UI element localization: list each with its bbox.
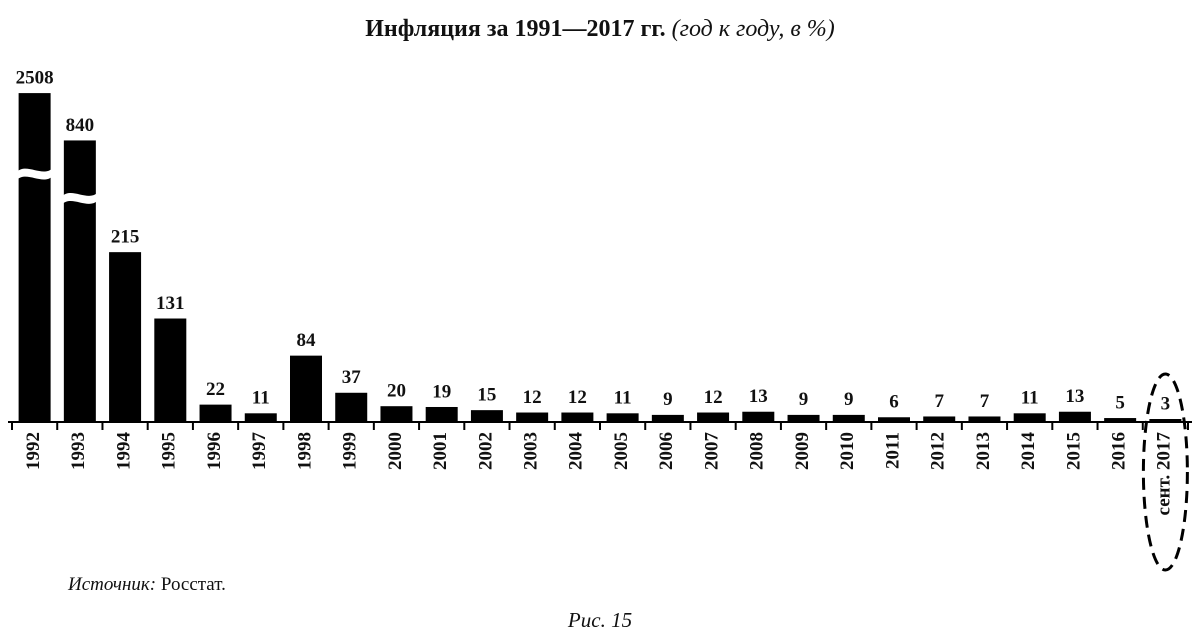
x-tick-label: 1993 — [68, 432, 89, 470]
bar — [470, 410, 503, 422]
value-label: 22 — [206, 379, 225, 400]
value-label: 6 — [889, 392, 899, 413]
bar — [1104, 418, 1137, 422]
bar — [1013, 413, 1046, 422]
x-tick-label: 1998 — [294, 432, 315, 470]
x-tick-label: сент. 2017 — [1154, 432, 1175, 516]
bar — [651, 414, 684, 422]
value-label: 84 — [297, 330, 317, 351]
source: Источник: Росстат. — [67, 574, 226, 595]
x-tick-label: 2001 — [430, 432, 451, 470]
bar — [335, 392, 368, 422]
chart-title: Инфляция за 1991—2017 гг. — [365, 16, 665, 42]
chart-subtitle: (год к году, в %) — [672, 16, 835, 42]
value-label: 15 — [477, 385, 496, 406]
x-tick-label: 2015 — [1063, 432, 1084, 470]
bar — [832, 414, 865, 422]
bar — [380, 406, 413, 422]
bar — [244, 413, 277, 422]
value-label: 9 — [663, 389, 673, 410]
bar — [425, 406, 458, 422]
value-label: 12 — [568, 387, 587, 408]
value-label: 5 — [1115, 392, 1125, 413]
value-label: 7 — [934, 391, 944, 412]
value-label: 7 — [980, 391, 990, 412]
source-label: Источник: — [67, 574, 156, 595]
value-label: 11 — [252, 388, 270, 409]
bar — [561, 412, 594, 422]
x-tick-label: 2004 — [566, 432, 587, 471]
value-label: 215 — [111, 227, 140, 248]
x-tick-label: 1997 — [249, 432, 270, 471]
value-label: 12 — [523, 387, 542, 408]
value-label: 840 — [66, 115, 95, 136]
x-tick-label: 2008 — [747, 432, 768, 470]
bar — [923, 416, 956, 422]
x-tick-label: 1994 — [113, 432, 134, 471]
value-label: 11 — [614, 388, 632, 409]
x-tick-label: 2000 — [385, 432, 406, 470]
chart-heading: Инфляция за 1991—2017 гг. (год к году, в… — [365, 16, 834, 42]
bar — [968, 416, 1001, 422]
x-tick-label: 2006 — [656, 432, 677, 470]
highlight-ellipse — [1141, 372, 1189, 572]
x-tick-label: 1996 — [204, 432, 225, 470]
bar — [199, 404, 232, 422]
x-tick-label: 1992 — [23, 432, 44, 470]
value-label: 11 — [1021, 388, 1039, 409]
bar — [878, 417, 910, 422]
x-tick-label: 2002 — [475, 432, 496, 470]
x-tick-label: 2011 — [882, 432, 903, 469]
value-label: 3 — [1161, 393, 1171, 414]
bar — [1058, 411, 1091, 422]
bar — [697, 412, 730, 422]
value-label: 2508 — [16, 67, 54, 88]
x-tick-label: 1999 — [340, 432, 361, 470]
value-label: 20 — [387, 381, 406, 402]
bar — [606, 413, 639, 422]
bar — [63, 140, 96, 422]
figure-label: Рис. 15 — [567, 608, 632, 632]
value-label: 12 — [704, 387, 723, 408]
x-tick-label: 2012 — [928, 432, 949, 470]
x-tick-label: 2009 — [792, 432, 813, 470]
x-tick-label: 2013 — [973, 432, 994, 470]
bar — [1149, 419, 1182, 422]
bar — [109, 252, 142, 422]
value-label: 9 — [844, 389, 854, 410]
value-label: 131 — [156, 293, 185, 314]
axis-break — [16, 168, 53, 181]
x-tick-label: 2016 — [1109, 432, 1130, 470]
value-label: 9 — [799, 389, 809, 410]
value-label: 13 — [749, 386, 768, 407]
bar — [516, 412, 549, 422]
bar — [742, 411, 775, 422]
bar — [18, 93, 51, 422]
x-tick-label: 2014 — [1018, 432, 1039, 471]
value-label: 37 — [342, 367, 362, 388]
x-tick-label: 2003 — [521, 432, 542, 470]
source-text: Росстат. — [161, 574, 226, 595]
bar — [290, 355, 322, 422]
x-tick-label: 2007 — [701, 432, 722, 471]
value-label: 13 — [1065, 386, 1084, 407]
x-tick-label: 2005 — [611, 432, 632, 470]
axis-break — [61, 192, 98, 205]
x-tick-label: 1995 — [159, 432, 180, 470]
value-label: 19 — [432, 381, 451, 402]
bar — [787, 414, 820, 422]
bar — [154, 318, 187, 422]
x-tick-label: 2010 — [837, 432, 858, 470]
